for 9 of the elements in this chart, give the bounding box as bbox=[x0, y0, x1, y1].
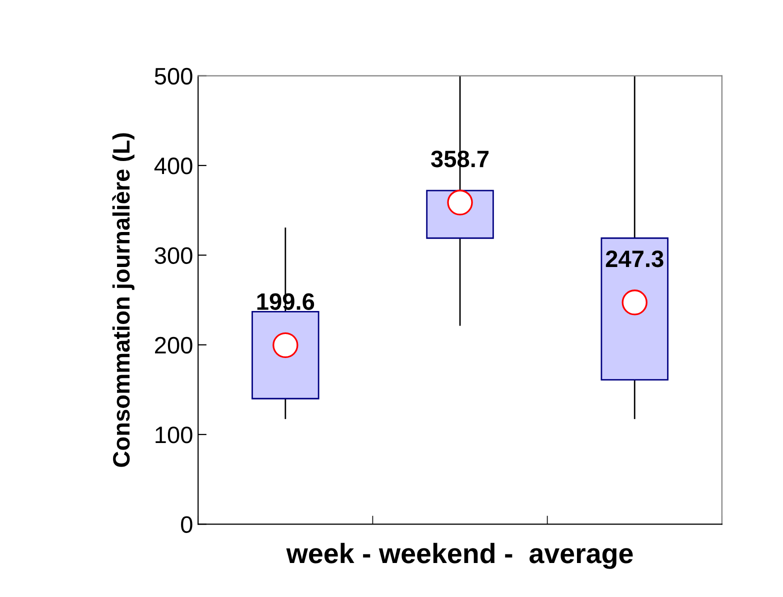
y-tick-label: 500 bbox=[154, 68, 192, 85]
y-tick-label: 400 bbox=[154, 158, 192, 174]
y-tick-label: 300 bbox=[154, 247, 192, 264]
y-tick-label: 200 bbox=[155, 336, 192, 354]
y-tick-label: 0 bbox=[181, 516, 192, 533]
y-tick-label: 100 bbox=[156, 426, 192, 444]
annotation: 247.3 bbox=[606, 250, 664, 268]
y-axis-title: Consommation journalière (L) bbox=[112, 133, 134, 467]
x-axis-title: week - weekend - average bbox=[286, 542, 633, 569]
